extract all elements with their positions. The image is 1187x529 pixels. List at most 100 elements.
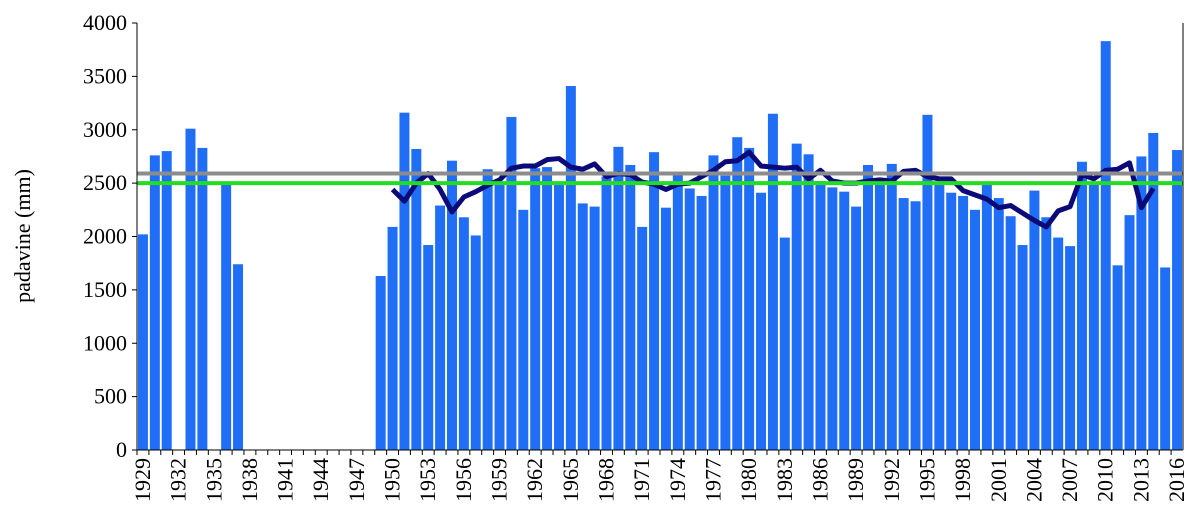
x-tick-label: 1989 xyxy=(843,458,868,502)
bar xyxy=(530,168,541,450)
x-tick-label: 1944 xyxy=(308,458,333,502)
bar xyxy=(791,143,802,450)
bar xyxy=(1160,267,1171,450)
bar xyxy=(399,112,410,451)
y-axis-label: padavine (mm) xyxy=(10,169,35,303)
bar xyxy=(649,152,660,451)
bar xyxy=(458,217,469,450)
bar xyxy=(744,147,755,450)
bar xyxy=(446,160,457,450)
bar xyxy=(672,174,683,450)
x-tick-label: 2013 xyxy=(1128,458,1153,502)
bar xyxy=(1136,156,1147,450)
bar xyxy=(185,128,196,450)
y-tick-label: 0 xyxy=(116,437,127,462)
bar xyxy=(934,183,945,450)
bar xyxy=(577,203,588,450)
bar xyxy=(732,137,743,450)
y-tick-label: 2000 xyxy=(83,224,127,249)
bar xyxy=(922,114,933,451)
x-tick-label: 1998 xyxy=(950,458,975,502)
bar xyxy=(1005,216,1016,450)
bar xyxy=(851,206,862,450)
bar xyxy=(1029,190,1040,450)
bar xyxy=(149,155,160,450)
bar xyxy=(589,206,600,450)
y-tick-label: 3500 xyxy=(83,63,127,88)
bar xyxy=(1017,245,1028,450)
y-tick-label: 1500 xyxy=(83,277,127,302)
y-tick-label: 3000 xyxy=(83,117,127,142)
bar xyxy=(898,198,909,450)
bar xyxy=(1041,217,1052,450)
bar xyxy=(1088,183,1099,450)
bar xyxy=(637,226,648,450)
x-tick-label: 1947 xyxy=(344,458,369,502)
x-tick-label: 1986 xyxy=(807,458,832,502)
bar xyxy=(233,264,244,450)
bar xyxy=(815,180,826,451)
bar xyxy=(696,195,707,450)
x-tick-label: 1968 xyxy=(594,458,619,502)
bar xyxy=(969,209,980,450)
bar xyxy=(197,147,208,450)
bar xyxy=(613,146,624,450)
x-tick-label: 2010 xyxy=(1093,458,1118,502)
x-tick-label: 1959 xyxy=(487,458,512,502)
bar xyxy=(1148,132,1159,450)
bar xyxy=(601,176,612,450)
bar xyxy=(874,183,885,450)
bar xyxy=(387,226,398,450)
bar xyxy=(1124,215,1135,450)
bar xyxy=(981,184,992,450)
bar xyxy=(1065,246,1076,450)
x-tick-label: 1965 xyxy=(558,458,583,502)
x-tick-label: 1977 xyxy=(700,458,725,502)
x-tick-label: 2016 xyxy=(1164,458,1187,502)
bar xyxy=(137,234,148,450)
x-tick-label: 1941 xyxy=(273,458,298,502)
bar xyxy=(863,164,874,451)
bar xyxy=(993,198,1004,450)
x-tick-label: 1932 xyxy=(166,458,191,502)
x-tick-label: 1992 xyxy=(879,458,904,502)
bar xyxy=(839,191,850,451)
bar xyxy=(958,195,969,450)
bar xyxy=(708,155,719,450)
bar xyxy=(803,154,814,451)
bar xyxy=(1100,41,1111,451)
bar xyxy=(411,148,422,450)
y-tick-label: 4000 xyxy=(83,10,127,35)
x-tick-label: 1929 xyxy=(130,458,155,502)
x-tick-label: 2007 xyxy=(1057,458,1082,502)
bar xyxy=(565,85,576,451)
bar xyxy=(660,207,671,450)
x-tick-label: 1980 xyxy=(736,458,761,502)
bar xyxy=(221,184,232,450)
bar xyxy=(946,192,957,451)
bar xyxy=(553,183,564,450)
bar xyxy=(1076,161,1087,450)
x-tick-label: 1950 xyxy=(380,458,405,502)
bar xyxy=(910,201,921,450)
bar xyxy=(482,169,493,450)
x-tick-label: 1938 xyxy=(237,458,262,502)
y-tick-label: 1000 xyxy=(83,330,127,355)
bar xyxy=(756,192,767,451)
bar xyxy=(518,209,529,450)
bar xyxy=(767,113,778,451)
bar xyxy=(779,237,790,450)
bar xyxy=(506,116,517,450)
bar xyxy=(423,245,434,450)
x-tick-label: 1956 xyxy=(451,458,476,502)
bar xyxy=(684,188,695,450)
bar xyxy=(827,187,838,450)
bar xyxy=(375,275,386,450)
x-tick-label: 1935 xyxy=(201,458,226,502)
line xyxy=(390,149,1156,230)
x-tick-label: 2001 xyxy=(986,458,1011,502)
y-tick-label: 500 xyxy=(94,384,127,409)
y-tick-label: 2500 xyxy=(83,170,127,195)
x-tick-label: 2004 xyxy=(1021,458,1046,502)
